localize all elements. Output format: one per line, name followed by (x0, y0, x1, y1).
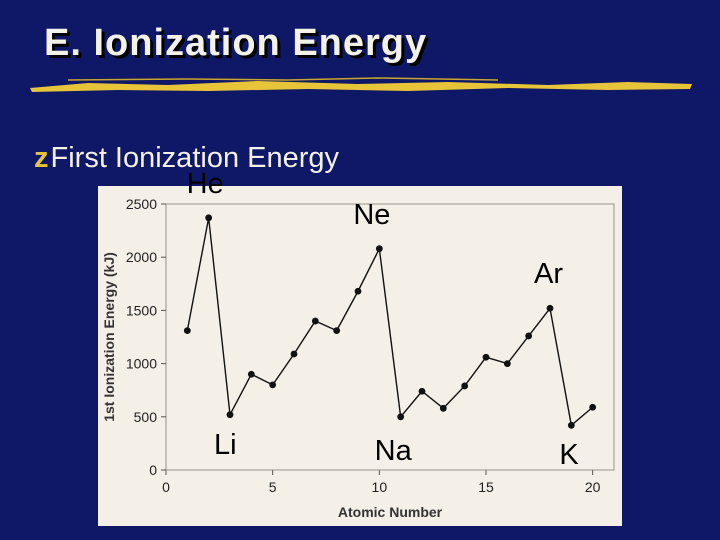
element-label: Li (214, 428, 237, 461)
data-point (333, 327, 341, 335)
x-tick-label: 20 (585, 479, 601, 495)
data-point (269, 381, 277, 389)
y-tick-label: 1500 (126, 302, 157, 318)
data-point (546, 304, 554, 312)
x-tick-label: 10 (372, 479, 388, 495)
bullet-item: zFirst Ionization Energy (34, 142, 339, 175)
data-point (226, 411, 234, 419)
bullet-icon: z (34, 142, 49, 174)
x-axis-label: Atomic Number (338, 504, 443, 520)
ionization-energy-chart: 0 500 1000 1500 2000 2500 0 5 10 15 20 Atomic Numbe… (101, 196, 615, 520)
data-point (461, 382, 469, 390)
element-label: Na (374, 435, 412, 468)
plot-frame (165, 203, 615, 471)
data-point (589, 403, 597, 411)
series-line (186, 217, 594, 427)
data-point (205, 214, 213, 222)
data-point (503, 360, 511, 367)
bullet-text: First Ionization Energy (50, 142, 340, 174)
y-tick-label: 500 (134, 409, 158, 425)
data-point (567, 421, 575, 429)
y-tick-label: 2000 (126, 249, 157, 265)
data-point (247, 370, 255, 378)
data-point (183, 327, 191, 335)
data-point (290, 350, 298, 358)
y-tick-label: 1000 (126, 356, 157, 372)
element-label: Ne (353, 198, 391, 231)
data-point (482, 353, 490, 361)
y-axis-label: 1st Ionization Energy (kJ) (101, 252, 117, 422)
data-point (397, 413, 405, 421)
data-point (311, 317, 319, 325)
y-tick-label: 2500 (126, 196, 157, 212)
y-tick-label: 0 (149, 462, 157, 478)
element-label: K (559, 439, 579, 472)
x-tick-label: 0 (162, 479, 170, 495)
slide-title: E. Ionization Energy (44, 22, 428, 64)
data-point (418, 387, 426, 395)
data-point (439, 404, 447, 412)
element-label: He (186, 167, 224, 200)
chart-panel: 0 500 1000 1500 2000 2500 0 5 10 15 20 Atomic Numbe… (98, 186, 622, 526)
x-tick-label: 5 (269, 479, 277, 495)
data-point (354, 287, 362, 295)
element-label: Ar (534, 258, 563, 291)
data-point (525, 332, 533, 340)
title-underline (30, 77, 692, 92)
x-tick-label: 15 (478, 479, 494, 495)
data-point (375, 245, 383, 253)
